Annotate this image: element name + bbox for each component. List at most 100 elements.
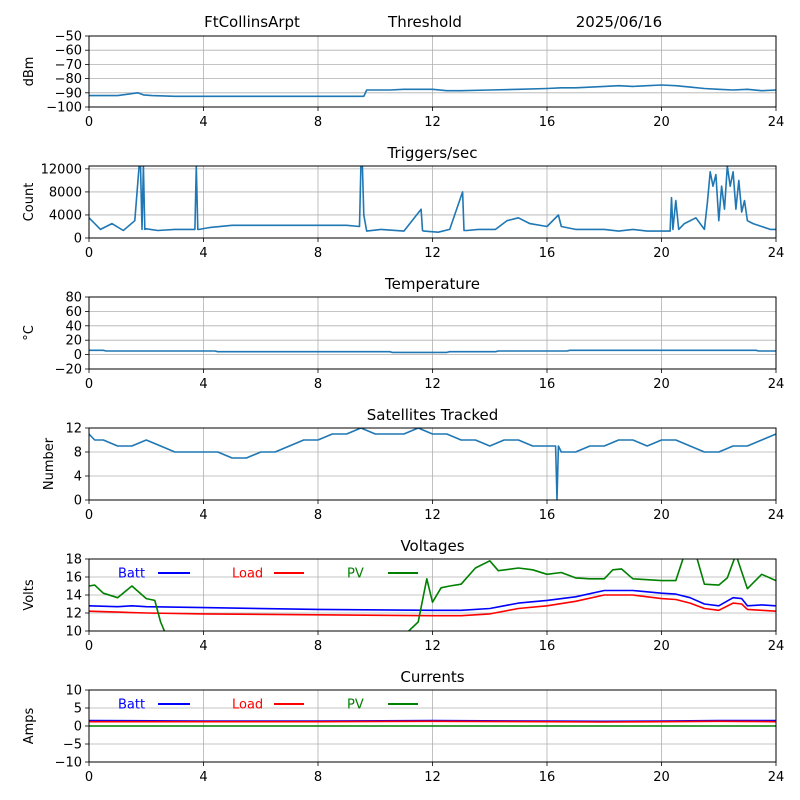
y-tick-label: 16 [65, 571, 82, 586]
series-group [89, 719, 776, 727]
legend-label-load: Load [232, 567, 263, 582]
legend-label-batt: Batt [118, 698, 145, 713]
x-tick-label: 20 [653, 377, 670, 392]
y-axis-label: °C [22, 325, 37, 341]
y-tick-label: 5 [74, 702, 82, 717]
x-tick-label: 12 [424, 115, 441, 130]
panel-title: Triggers/sec [387, 144, 478, 162]
x-tick-label: 8 [314, 770, 322, 785]
y-axis-label: Amps [22, 707, 37, 744]
y-tick-label: −60 [55, 44, 82, 59]
y-axis-label: Number [42, 437, 57, 490]
mode-label: Threshold [387, 13, 462, 31]
x-tick-label: 0 [85, 246, 93, 261]
x-tick-label: 20 [653, 639, 670, 654]
x-tick-label: 12 [424, 639, 441, 654]
y-axis-label: dBm [22, 57, 37, 87]
x-tick-label: 8 [314, 377, 322, 392]
x-tick-label: 16 [539, 639, 556, 654]
y-tick-label: 60 [65, 305, 82, 320]
y-tick-label: 0 [74, 348, 82, 363]
date-label: 2025/06/16 [576, 13, 662, 31]
series-pv [89, 559, 776, 631]
y-tick-label: −100 [46, 101, 82, 116]
y-tick-label: −70 [55, 58, 82, 73]
legend-label-pv: PV [347, 567, 364, 582]
x-tick-label: 0 [85, 639, 93, 654]
y-tick-label: 18 [65, 553, 82, 568]
panel-title: Voltages [400, 537, 464, 555]
x-tick-label: 4 [199, 508, 207, 523]
x-tick-label: 12 [424, 770, 441, 785]
legend-label-batt: Batt [118, 567, 145, 582]
x-tick-label: 20 [653, 770, 670, 785]
panel-title: Satellites Tracked [367, 406, 498, 424]
y-tick-label: 80 [65, 291, 82, 306]
x-tick-label: 20 [653, 246, 670, 261]
y-tick-label: 4000 [49, 208, 82, 223]
y-tick-label: 0 [74, 720, 82, 735]
y-tick-label: 8000 [49, 185, 82, 200]
x-tick-label: 16 [539, 508, 556, 523]
y-tick-label: 12000 [41, 162, 82, 177]
x-tick-label: 0 [85, 377, 93, 392]
y-tick-label: −50 [55, 30, 82, 45]
panel-title: Temperature [384, 275, 480, 293]
y-tick-label: 8 [74, 446, 82, 461]
station-name: FtCollinsArpt [204, 13, 300, 31]
y-axis-label: Count [22, 183, 37, 222]
series-load [89, 594, 776, 617]
series-group [89, 84, 776, 98]
y-tick-label: −5 [63, 738, 82, 753]
x-tick-label: 12 [424, 246, 441, 261]
legend-label-load: Load [232, 698, 263, 713]
panel-5: 0 4 8 12 16 20 24 10 12 14 16 18 Voltages Volts Batt Lo… [22, 537, 784, 654]
x-tick-label: 16 [539, 377, 556, 392]
x-tick-label: 4 [199, 246, 207, 261]
x-tick-label: 8 [314, 115, 322, 130]
series-line [89, 166, 776, 233]
panel-2: 0 4 8 12 16 20 24 0 4000 8000 12000 Triggers/sec Cou… [22, 144, 784, 261]
y-axis-label: Volts [22, 579, 37, 611]
panel-title: Currents [400, 668, 464, 686]
series-group [89, 428, 776, 500]
y-tick-label: 20 [65, 334, 82, 349]
y-tick-label: 14 [65, 589, 82, 604]
x-tick-label: 0 [85, 115, 93, 130]
x-tick-label: 0 [85, 508, 93, 523]
x-tick-label: 20 [653, 508, 670, 523]
x-tick-label: 4 [199, 115, 207, 130]
series-batt [89, 589, 776, 612]
series-load [89, 720, 776, 723]
y-tick-label: 12 [65, 422, 82, 437]
x-tick-label: 24 [768, 508, 785, 523]
y-tick-label: 0 [74, 494, 82, 509]
x-tick-label: 8 [314, 639, 322, 654]
x-tick-label: 24 [768, 246, 785, 261]
y-tick-label: −20 [55, 363, 82, 378]
x-tick-label: 12 [424, 508, 441, 523]
series-group [89, 559, 776, 631]
y-tick-label: 4 [74, 470, 82, 485]
y-tick-label: 40 [65, 319, 82, 334]
panel-4: 0 4 8 12 16 20 24 0 4 8 12 Satellites Tracked Number [42, 406, 784, 523]
y-tick-label: 0 [74, 232, 82, 247]
y-tick-label: 12 [65, 607, 82, 622]
x-tick-label: 16 [539, 770, 556, 785]
y-tick-label: −80 [55, 72, 82, 87]
y-tick-label: 10 [65, 684, 82, 699]
x-tick-label: 24 [768, 115, 785, 130]
series-line [89, 84, 776, 98]
x-tick-label: 4 [199, 639, 207, 654]
series-line [89, 349, 776, 354]
panel-6: 0 4 8 12 16 20 24 −10 −5 0 5 10 Currents Amps Batt Load… [22, 668, 784, 785]
x-tick-label: 0 [85, 770, 93, 785]
legend-label-pv: PV [347, 698, 364, 713]
x-tick-label: 16 [539, 115, 556, 130]
y-tick-label: −10 [55, 756, 82, 771]
x-tick-label: 4 [199, 770, 207, 785]
x-tick-label: 24 [768, 639, 785, 654]
panel-1: 0 4 8 12 16 20 24 −100−90−80−70−60−50 dBm [22, 30, 784, 131]
